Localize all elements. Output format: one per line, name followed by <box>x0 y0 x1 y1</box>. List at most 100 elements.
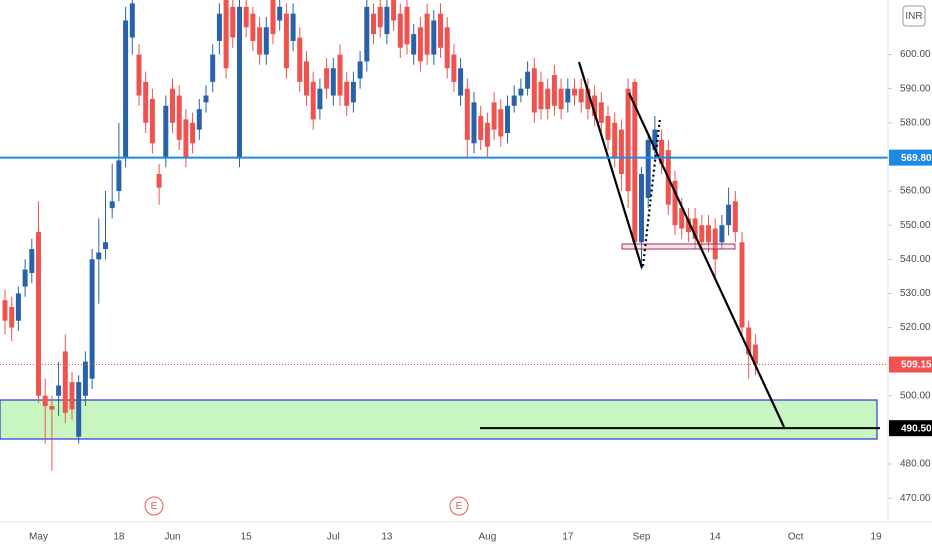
x-tick-label: 15 <box>241 532 253 543</box>
candle-body <box>76 382 82 437</box>
event-marker[interactable] <box>144 496 164 516</box>
x-tick-label: Sep <box>633 532 651 543</box>
y-tick-label: 560.00 <box>900 186 931 197</box>
candle-body <box>706 225 711 243</box>
candle-body <box>2 300 8 321</box>
candle-body <box>471 102 477 144</box>
candle-body <box>551 75 557 106</box>
candle-body <box>612 122 618 157</box>
candle-body <box>263 27 269 55</box>
x-tick-label: May <box>29 532 48 543</box>
candle-body <box>451 54 457 82</box>
candle-body <box>732 201 738 232</box>
candle-body <box>22 269 28 287</box>
candle-body <box>297 37 303 82</box>
price-level-tag <box>889 149 932 166</box>
candle-body <box>196 109 202 130</box>
candle-body <box>15 293 21 321</box>
candle-body <box>592 95 598 116</box>
candle-body <box>478 116 484 140</box>
candle-body <box>42 395 48 406</box>
candle-body <box>411 34 417 55</box>
trend-line <box>577 61 644 269</box>
candle-body <box>404 6 410 45</box>
candle-body <box>170 88 175 123</box>
candle-body <box>525 71 531 89</box>
drawings-back <box>0 399 878 440</box>
box-drawing <box>621 243 736 250</box>
candle-body <box>531 68 537 113</box>
candle-body <box>62 351 68 413</box>
candle-body <box>230 6 236 38</box>
candle-body <box>223 0 229 69</box>
candle-body <box>203 95 209 103</box>
candle-body <box>692 218 698 239</box>
candle-body <box>330 68 336 96</box>
y-tick-label: 580.00 <box>900 117 931 128</box>
candle-body <box>625 88 631 192</box>
trend-line <box>628 92 785 428</box>
event-marker[interactable] <box>449 496 469 516</box>
candle-body <box>565 88 571 103</box>
x-tick-label: 19 <box>870 532 882 543</box>
candle-body <box>210 54 216 82</box>
candle-body <box>632 81 638 243</box>
y-tick-label: 530.00 <box>900 288 931 299</box>
candle-body <box>304 61 309 96</box>
y-tick-label: 590.00 <box>900 83 931 94</box>
candle-body <box>149 98 155 144</box>
candle-body <box>391 0 397 21</box>
currency-box[interactable] <box>902 5 926 27</box>
candle-body <box>129 3 135 38</box>
candle-body <box>237 6 242 157</box>
candle-body <box>176 95 182 140</box>
price-level-label: 509.15 <box>901 360 932 371</box>
candle-body <box>36 232 41 396</box>
candle-body <box>719 225 725 243</box>
candle-body <box>484 122 490 147</box>
x-tick-label: Aug <box>479 532 497 543</box>
support-zone <box>0 399 878 440</box>
candle-body <box>156 174 162 188</box>
candle-body <box>538 81 544 110</box>
candle-body <box>545 88 551 110</box>
candle-body <box>283 13 289 69</box>
candle-body <box>699 225 705 243</box>
price-level-tag <box>889 420 932 437</box>
event-label: E <box>151 501 158 512</box>
candle-body <box>458 68 464 96</box>
candle-body <box>56 385 62 396</box>
candle-body <box>29 249 35 273</box>
candle-body <box>270 0 276 35</box>
candle-body <box>438 13 443 48</box>
candle-body <box>89 259 95 379</box>
candle-body <box>618 129 624 174</box>
x-tick-label: Jun <box>164 532 180 543</box>
candle-body <box>558 88 564 110</box>
candle-body <box>417 27 423 62</box>
candle-body <box>431 20 437 55</box>
x-tick-label: 18 <box>113 532 125 543</box>
candle-body <box>216 13 222 41</box>
y-tick-label: 600.00 <box>900 49 931 60</box>
candle-body <box>424 13 430 55</box>
candle-body <box>585 88 591 110</box>
y-tick-label: 500.00 <box>900 390 931 401</box>
candle-body <box>498 109 504 137</box>
candle-body <box>183 119 189 157</box>
candle-body <box>672 180 678 226</box>
candle-body <box>645 139 651 198</box>
candle-body <box>277 6 283 21</box>
candle-body <box>371 13 376 35</box>
x-tick-label: 13 <box>381 532 393 543</box>
y-tick-label: 520.00 <box>900 322 931 333</box>
candle-body <box>685 218 691 232</box>
candle-body <box>572 88 577 96</box>
y-tick-label: 540.00 <box>900 254 931 265</box>
candle-body <box>163 105 169 157</box>
price-level-label: 490.50 <box>901 423 932 434</box>
candle-body <box>505 105 510 134</box>
candle-body <box>752 344 758 365</box>
candle-body <box>639 174 644 243</box>
candle-body <box>69 382 75 410</box>
